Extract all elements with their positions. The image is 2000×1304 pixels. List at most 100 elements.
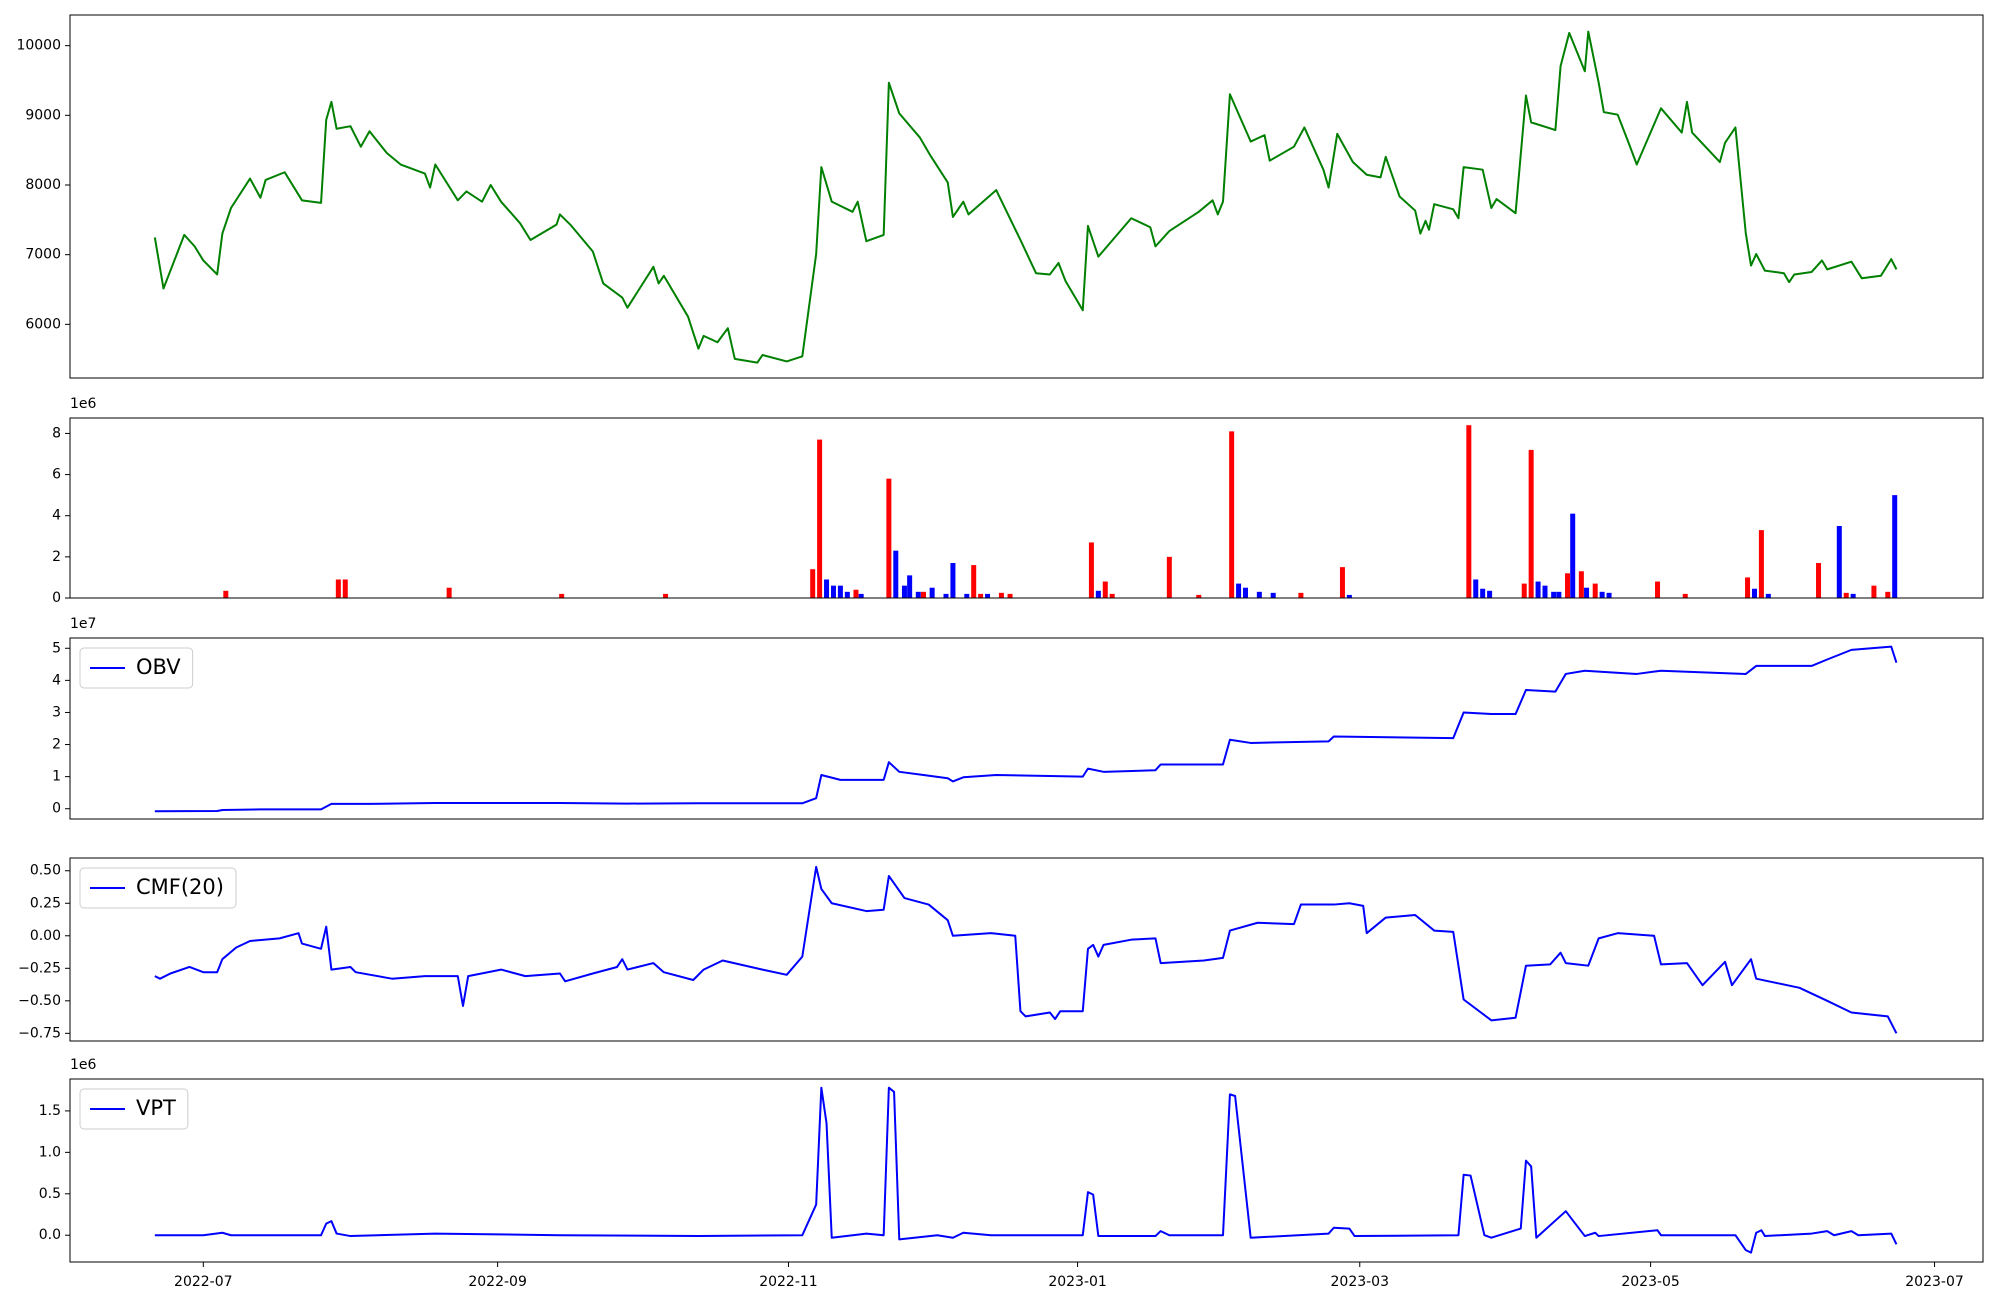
bar [943,593,949,598]
y-tick-label: 4 [52,672,61,688]
bar [1751,588,1757,598]
y-tick-label: 1.0 [39,1144,61,1160]
y-tick-label: 0 [52,590,61,606]
bar [950,563,956,598]
bar [1592,583,1598,598]
y-tick-label: 3 [52,704,61,720]
bar [810,569,816,598]
line [153,30,1898,364]
bar [1584,587,1590,598]
legend-box [79,867,237,909]
y-tick-label: −0.50 [18,993,61,1009]
y-tick-label: −0.75 [18,1025,61,1041]
plot-frame [69,857,1984,1042]
bar [1298,592,1304,598]
bar [1466,425,1472,598]
bar [837,585,843,598]
bar [1256,591,1262,598]
bar [335,579,341,598]
bar [1270,592,1276,598]
bar [1473,579,1479,598]
y-tick-label: 0.5 [39,1186,61,1202]
bar [1655,581,1661,598]
bar [1166,556,1172,598]
bar [1542,585,1548,598]
bar [1487,590,1493,598]
bar [1765,593,1771,598]
line [154,865,1898,1034]
legend: CMF(20) [79,867,237,909]
y-tick-label: 2 [52,549,61,565]
bar [1236,583,1242,598]
bar [1816,563,1822,598]
y-tick-label: 2 [52,737,61,753]
x-tick-label: 2022-07 [174,1274,233,1290]
bar [886,478,892,598]
y-tick-label: 6000 [25,316,61,332]
x-tick-label: 2023-05 [1621,1274,1680,1290]
x-tick-label: 2023-07 [1905,1274,1964,1290]
x-tick-label: 2022-09 [468,1274,527,1290]
y-tick-label: −0.25 [18,960,61,976]
bar [1229,431,1235,598]
y-tick-label: 0.0 [39,1227,61,1243]
plot-frame [69,14,1984,379]
legend-label: OBV [136,655,181,679]
y-tick-label: 4 [52,508,61,524]
bar [907,575,913,598]
axis-offset-text: 1e7 [70,616,96,632]
bar [964,593,970,598]
y-tick-label: 5 [52,640,61,656]
bar [1339,567,1345,598]
legend: VPT [79,1088,189,1130]
bar [1535,581,1541,598]
x-tick-label: 2023-01 [1048,1274,1107,1290]
bar [223,590,229,598]
bar [915,591,921,598]
legend-label: CMF(20) [136,875,224,899]
bar [1102,581,1108,598]
bar [1843,592,1849,598]
x-tick-label: 2022-11 [759,1274,818,1290]
bar [446,587,452,598]
bar [1007,593,1013,598]
bar [1578,571,1584,598]
bar [1095,590,1101,598]
bar [559,593,565,598]
bar [1109,593,1115,598]
bar [1836,526,1842,598]
y-tick-label: 0.50 [30,863,61,879]
bar [1556,591,1562,598]
bar [1551,591,1557,598]
legend-box [79,647,194,689]
y-tick-label: 1.5 [39,1103,61,1119]
bar [844,591,850,598]
line [154,645,1898,813]
bar [901,585,907,598]
plot-frame [69,1078,1984,1263]
plot-frame [69,637,1984,820]
legend-label: VPT [136,1096,176,1120]
bar [830,585,836,598]
bar [858,593,864,598]
bar [824,579,830,598]
bar [920,591,926,598]
bar [1606,592,1612,598]
bar [1892,495,1898,598]
legend-box [79,1088,189,1130]
x-tick-label: 2023-03 [1331,1274,1390,1290]
bar [929,587,935,598]
legend: OBV [79,647,194,689]
bar [342,579,348,598]
y-tick-label: 6 [52,467,61,483]
bar [985,593,991,598]
bar [1088,542,1094,598]
bar [1682,593,1688,598]
bar [893,550,899,598]
axis-offset-text: 1e6 [70,1057,97,1073]
axis-offset-text: 1e6 [70,396,97,412]
y-tick-label: 7000 [25,247,61,263]
bar [978,593,984,598]
